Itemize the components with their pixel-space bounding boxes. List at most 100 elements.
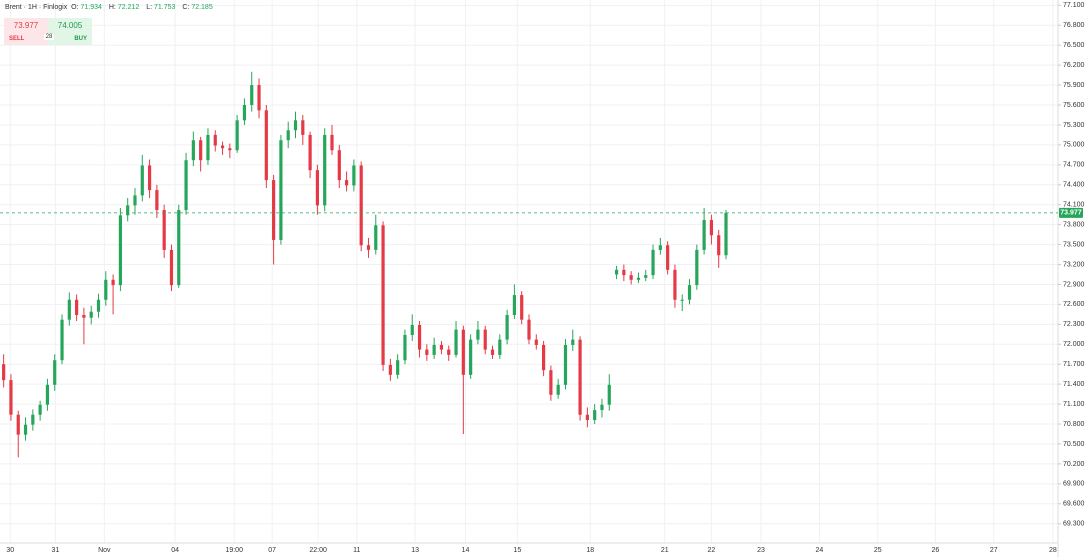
x-tick-label: 23 xyxy=(757,547,765,554)
candle-body xyxy=(563,344,568,385)
y-tick-label: 74.400 xyxy=(1063,182,1085,189)
y-tick-label: 72.600 xyxy=(1063,301,1085,308)
candle-body xyxy=(23,424,28,435)
candle-body xyxy=(38,404,42,415)
candle-body xyxy=(9,380,13,415)
candle-body xyxy=(374,225,378,250)
y-tick-label: 74.700 xyxy=(1063,162,1085,169)
candle-body xyxy=(315,170,319,206)
candle-body xyxy=(644,275,648,278)
sell-label: SELL xyxy=(9,36,25,42)
candle-body xyxy=(96,299,101,312)
y-tick-label: 69.600 xyxy=(1063,501,1085,508)
candle-body xyxy=(199,140,203,161)
x-tick-label: 24 xyxy=(816,547,824,554)
candle-body xyxy=(257,85,261,111)
candle-body xyxy=(534,339,538,345)
y-tick-label: 71.700 xyxy=(1063,361,1085,368)
candle-body xyxy=(16,414,20,435)
x-tick-label: 07 xyxy=(268,547,276,554)
candle-body xyxy=(126,205,130,216)
sell-button[interactable]: 73.977 SELL xyxy=(4,18,48,45)
x-tick-label: 27 xyxy=(990,547,998,554)
candle-body xyxy=(593,410,597,421)
candle-body xyxy=(162,210,166,250)
candle-body xyxy=(184,160,188,211)
x-tick-label: 31 xyxy=(52,547,60,554)
legend-value: 72.185 xyxy=(191,4,213,11)
y-tick-label: 73.800 xyxy=(1063,221,1085,228)
x-tick-label: 13 xyxy=(411,547,419,554)
legend-label: L: xyxy=(146,4,153,11)
candle-body xyxy=(279,140,283,240)
candle-body xyxy=(651,249,655,276)
legend-label: C: xyxy=(182,4,190,11)
y-tick-label: 76.200 xyxy=(1063,62,1085,69)
candle-body xyxy=(541,344,546,371)
candle-body xyxy=(666,245,670,270)
candle-body xyxy=(417,325,422,350)
candle-body xyxy=(352,165,356,186)
candle-body xyxy=(702,219,706,250)
candle-body xyxy=(447,349,451,355)
candle-body xyxy=(629,275,633,280)
candle-body xyxy=(556,384,560,395)
y-tick-label: 71.400 xyxy=(1063,381,1085,388)
y-tick-label: 76.500 xyxy=(1063,42,1085,49)
candle-body xyxy=(505,315,509,340)
candle-body xyxy=(206,134,210,161)
candle-body xyxy=(403,334,407,361)
candle-body xyxy=(118,215,122,286)
y-tick-label: 75.600 xyxy=(1063,102,1085,109)
candle-body xyxy=(177,210,181,286)
candle-body xyxy=(104,279,108,300)
x-tick-label: 11 xyxy=(353,547,360,554)
candle-body xyxy=(242,105,247,121)
y-tick-label: 72.300 xyxy=(1063,321,1085,328)
x-tick-label: 28 xyxy=(1049,547,1057,554)
candle-body xyxy=(155,190,159,211)
y-tick-label: 76.800 xyxy=(1063,22,1085,29)
candle-body xyxy=(286,130,290,141)
candle-body xyxy=(527,319,531,340)
candle-body xyxy=(709,219,714,236)
candle-body xyxy=(111,279,115,286)
candle-body xyxy=(717,235,721,256)
x-tick-label: 25 xyxy=(874,547,882,554)
legend-value: 71.934 xyxy=(80,4,102,11)
x-tick-label: 04 xyxy=(171,547,179,554)
y-tick-label: 73.200 xyxy=(1063,261,1085,268)
candle-body xyxy=(454,329,458,355)
candle-body xyxy=(498,339,502,355)
y-tick-label: 69.900 xyxy=(1063,481,1085,488)
candle-body xyxy=(293,120,298,131)
y-tick-label: 73.500 xyxy=(1063,241,1085,248)
candle-body xyxy=(432,344,436,355)
candle-body xyxy=(636,277,641,280)
candle-body xyxy=(673,269,677,300)
buy-label: BUY xyxy=(74,36,87,42)
x-tick-label: 19:00 xyxy=(225,547,243,554)
legend-label: H: xyxy=(108,4,116,11)
x-tick-label: 22:00 xyxy=(309,547,327,554)
y-tick-label: 70.200 xyxy=(1063,461,1085,468)
x-tick-label: 14 xyxy=(462,547,470,554)
y-tick-label: 71.100 xyxy=(1063,401,1085,408)
candle-body xyxy=(2,364,6,381)
buy-button[interactable]: 74.005 BUY xyxy=(48,18,92,45)
candle-body xyxy=(75,299,79,316)
candle-body xyxy=(272,180,276,240)
last-price-label: 73.977 xyxy=(1060,210,1082,217)
candle-body xyxy=(359,165,363,246)
y-tick-label: 69.300 xyxy=(1063,521,1085,528)
sell-price: 73.977 xyxy=(13,21,39,30)
candle-body xyxy=(228,148,232,151)
candle-body xyxy=(490,349,495,355)
candle-body xyxy=(330,134,334,151)
candle-body xyxy=(483,329,487,350)
instrument-title: Brent · 1H · Finlogix xyxy=(5,4,68,11)
candle-body xyxy=(520,295,524,320)
x-tick-label: 26 xyxy=(932,547,940,554)
